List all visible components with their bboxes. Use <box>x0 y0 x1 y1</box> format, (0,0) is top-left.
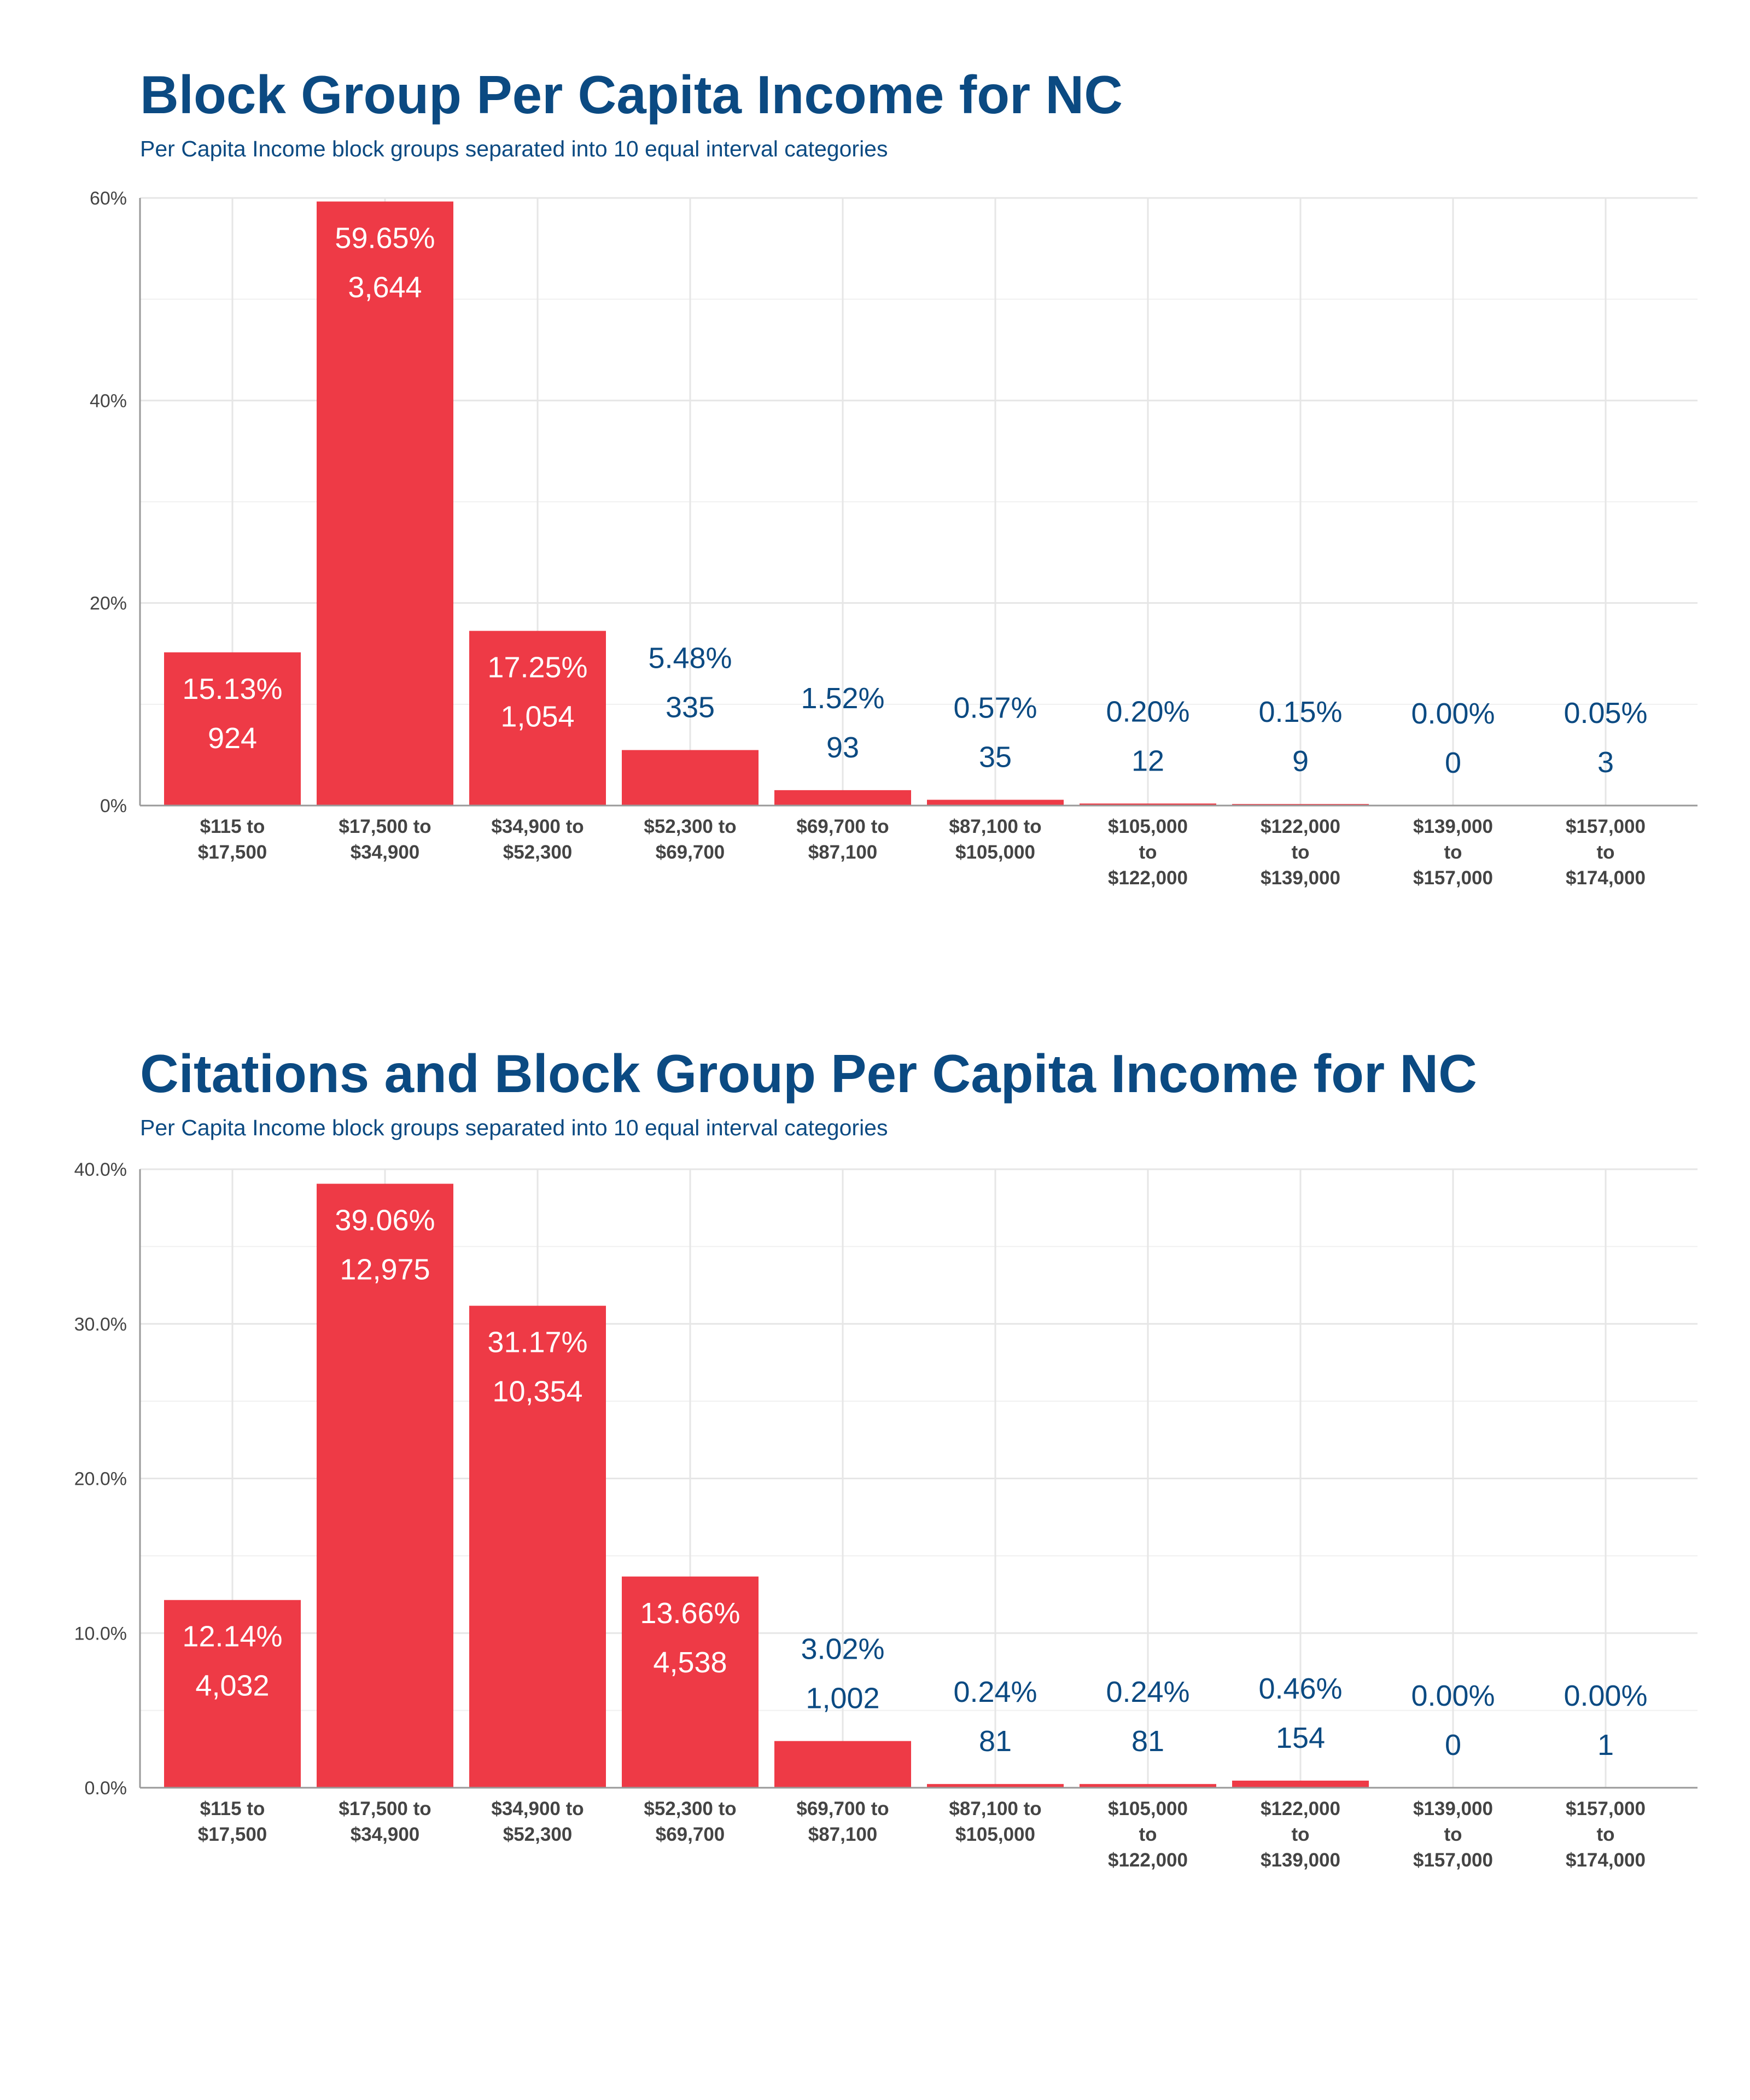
bar <box>317 1183 453 1788</box>
x-tick-label: $17,500 to $34,900 <box>339 816 431 863</box>
data-label-percent: 39.06% <box>335 1204 435 1237</box>
data-label-percent: 12.14% <box>182 1620 282 1653</box>
x-tick-label: $115 to $17,500 <box>198 816 267 863</box>
x-tick-label: $105,000 to $122,000 <box>1108 1798 1188 1871</box>
x-tick-label: $34,900 to $52,300 <box>491 816 584 863</box>
chart-title: Block Group Per Capita Income for NC <box>140 65 1123 125</box>
data-label-count: 35 <box>979 740 1012 773</box>
data-label-count: 154 <box>1276 1722 1325 1754</box>
bar <box>1080 803 1216 806</box>
data-label-percent: 0.57% <box>953 691 1037 724</box>
data-label-percent: 0.15% <box>1258 696 1342 728</box>
bar-chart-plot: 0.0% 10.0% 20.0% 30.0% 40.0% $115 to $17,500 $1… <box>74 1159 1698 1871</box>
data-label-count: 12,975 <box>340 1253 430 1286</box>
x-tick-label: $115 to $17,500 <box>198 1798 267 1845</box>
data-label-count: 12 <box>1131 744 1164 777</box>
x-tick-label: $105,000 to $122,000 <box>1108 816 1188 889</box>
data-label-percent: 0.46% <box>1258 1672 1342 1705</box>
data-label-count: 9 <box>1292 745 1309 778</box>
bar <box>317 201 453 806</box>
data-label-percent: 17.25% <box>487 651 587 684</box>
bar <box>469 631 606 806</box>
x-tick-label: $87,100 to $105,000 <box>949 1798 1041 1845</box>
data-label-percent: 5.48% <box>648 642 732 675</box>
data-label-percent: 1.52% <box>801 682 884 715</box>
data-label-count: 81 <box>1131 1725 1164 1758</box>
y-tick-label: 30.0% <box>74 1314 127 1335</box>
x-tick-label: $157,000 to $174,000 <box>1566 1798 1646 1871</box>
bar <box>774 1741 911 1788</box>
x-tick-label: $87,100 to $105,000 <box>949 816 1041 863</box>
data-label-percent: 13.66% <box>640 1597 740 1630</box>
bar <box>164 652 301 806</box>
data-label-percent: 0.05% <box>1564 697 1647 730</box>
data-label-percent: 0.24% <box>1106 1676 1189 1708</box>
bar-chart-plot: 0% 20% 40% 60% $115 to $17,500 $17,500 to $34,9… <box>90 188 1698 889</box>
chart-subtitle: Per Capita Income block groups separated… <box>140 136 888 161</box>
bar <box>164 1600 301 1788</box>
x-tick-label: $69,700 to $87,100 <box>796 816 889 863</box>
x-tick-label: $52,300 to $69,700 <box>644 1798 736 1845</box>
data-label-count: 4,538 <box>653 1646 727 1679</box>
data-label-count: 1 <box>1597 1729 1614 1761</box>
x-tick-label: $139,000 to $157,000 <box>1413 1798 1493 1871</box>
data-label-count: 81 <box>979 1725 1012 1758</box>
y-tick-label: 0% <box>100 796 127 816</box>
data-label-percent: 59.65% <box>335 221 435 254</box>
y-tick-label: 0.0% <box>85 1778 127 1799</box>
data-label-count: 335 <box>666 691 715 724</box>
data-label-count: 3 <box>1597 746 1614 779</box>
x-tick-label: $122,000 to $139,000 <box>1261 1798 1340 1871</box>
bar <box>1232 1780 1369 1788</box>
y-tick-label: 60% <box>90 188 127 209</box>
data-label-count: 1,002 <box>806 1682 879 1715</box>
x-tick-label: $34,900 to $52,300 <box>491 1798 584 1845</box>
data-label-percent: 3.02% <box>801 1633 884 1666</box>
data-label-count: 3,644 <box>348 271 422 304</box>
data-label-percent: 0.00% <box>1564 1679 1647 1712</box>
x-tick-label: $17,500 to $34,900 <box>339 1798 431 1845</box>
data-label-count: 4,032 <box>195 1670 269 1702</box>
y-tick-label: 20% <box>90 593 127 614</box>
bar <box>1080 1784 1216 1788</box>
bar <box>927 1784 1064 1788</box>
data-label-percent: 0.00% <box>1411 697 1495 730</box>
y-tick-label: 10.0% <box>74 1623 127 1644</box>
x-tick-label: $139,000 to $157,000 <box>1413 816 1493 889</box>
data-label-count: 924 <box>208 722 257 755</box>
data-label-percent: 0.24% <box>953 1676 1037 1708</box>
x-tick-label: $69,700 to $87,100 <box>796 1798 889 1845</box>
x-tick-label: $52,300 to $69,700 <box>644 816 736 863</box>
y-tick-label: 20.0% <box>74 1469 127 1490</box>
chart-subtitle: Per Capita Income block groups separated… <box>140 1115 888 1140</box>
bar <box>469 1305 606 1788</box>
bar <box>622 1576 759 1788</box>
y-tick-label: 40% <box>90 390 127 411</box>
data-label-count: 1,054 <box>500 701 574 733</box>
bar <box>622 750 759 806</box>
bar <box>774 790 911 806</box>
data-label-count: 0 <box>1445 746 1461 779</box>
x-tick-label: $122,000 to $139,000 <box>1261 816 1340 889</box>
data-label-percent: 0.00% <box>1411 1679 1495 1712</box>
bar <box>927 800 1064 806</box>
data-label-percent: 15.13% <box>182 673 282 705</box>
data-label-count: 0 <box>1445 1729 1461 1761</box>
data-label-count: 10,354 <box>492 1375 582 1408</box>
data-label-count: 93 <box>826 731 859 764</box>
chart-title: Citations and Block Group Per Capita Inc… <box>140 1043 1477 1104</box>
y-tick-label: 40.0% <box>74 1159 127 1180</box>
x-tick-label: $157,000 to $174,000 <box>1566 816 1646 889</box>
data-label-percent: 31.17% <box>487 1326 587 1359</box>
data-label-percent: 0.20% <box>1106 695 1189 728</box>
